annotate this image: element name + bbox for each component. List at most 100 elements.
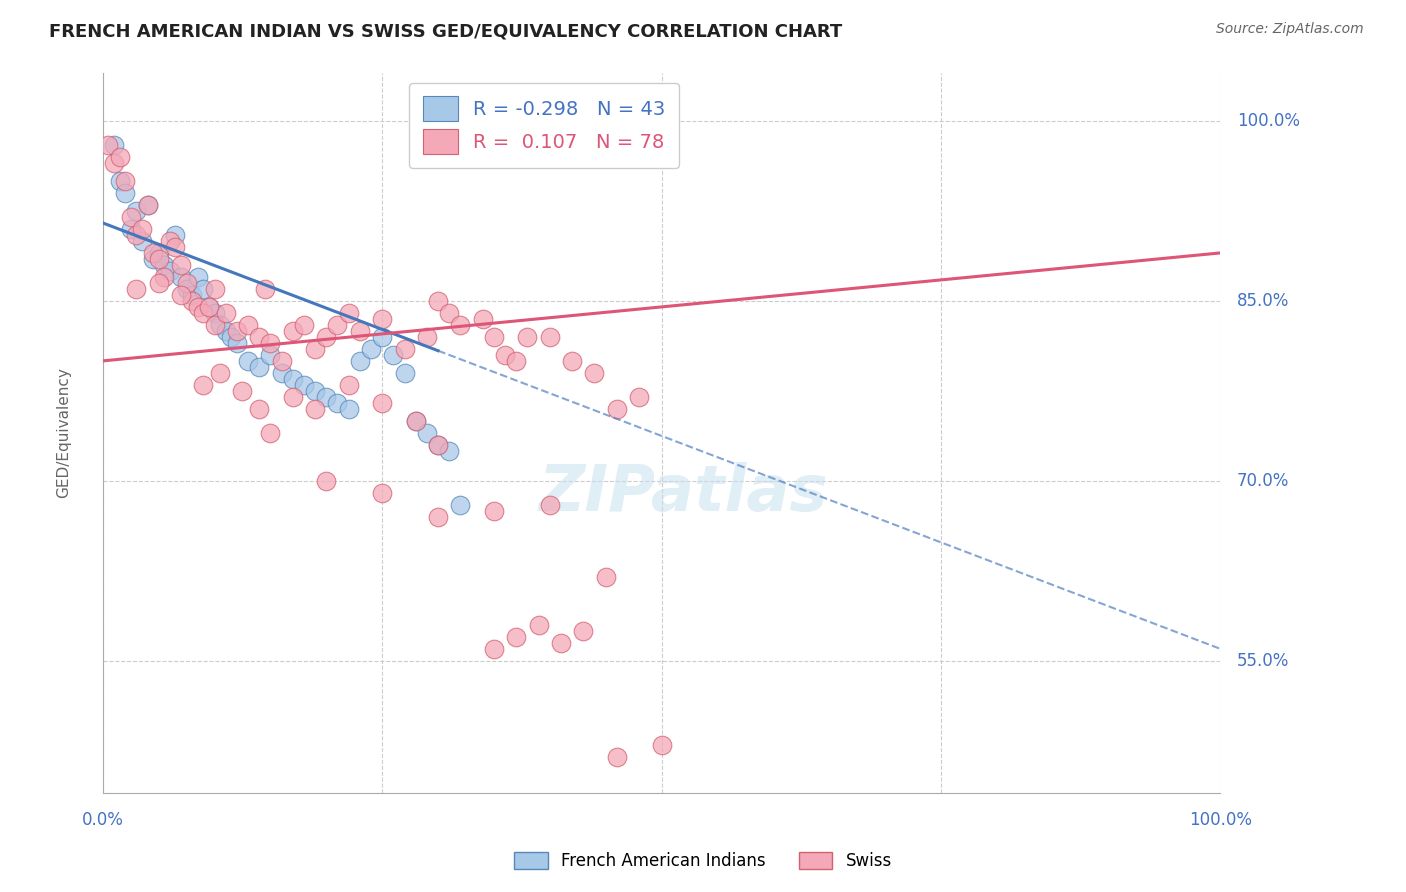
Point bbox=[198, 300, 221, 314]
Point bbox=[371, 396, 394, 410]
Point bbox=[165, 227, 187, 242]
Point bbox=[416, 330, 439, 344]
Point bbox=[198, 300, 221, 314]
Point bbox=[193, 377, 215, 392]
Point bbox=[259, 425, 281, 440]
Text: FRENCH AMERICAN INDIAN VS SWISS GED/EQUIVALENCY CORRELATION CHART: FRENCH AMERICAN INDIAN VS SWISS GED/EQUI… bbox=[49, 22, 842, 40]
Point bbox=[247, 401, 270, 416]
Point bbox=[583, 366, 606, 380]
Point bbox=[204, 318, 226, 332]
Point bbox=[505, 354, 527, 368]
Point bbox=[595, 570, 617, 584]
Point bbox=[125, 203, 148, 218]
Point bbox=[148, 246, 170, 260]
Point bbox=[371, 486, 394, 500]
Point bbox=[315, 474, 337, 488]
Point bbox=[259, 335, 281, 350]
Point bbox=[148, 276, 170, 290]
Point bbox=[193, 306, 215, 320]
Point bbox=[337, 377, 360, 392]
Point bbox=[215, 324, 238, 338]
Point bbox=[449, 498, 471, 512]
Point bbox=[360, 342, 382, 356]
Point bbox=[471, 312, 494, 326]
Point bbox=[538, 330, 561, 344]
Point bbox=[292, 318, 315, 332]
Point bbox=[108, 174, 131, 188]
Point bbox=[170, 258, 193, 272]
Point bbox=[136, 198, 159, 212]
Point bbox=[204, 306, 226, 320]
Legend: R = -0.298   N = 43, R =  0.107   N = 78: R = -0.298 N = 43, R = 0.107 N = 78 bbox=[409, 83, 679, 168]
Point bbox=[270, 366, 292, 380]
Point bbox=[405, 414, 427, 428]
Point bbox=[494, 348, 516, 362]
Point bbox=[142, 246, 165, 260]
Point bbox=[394, 342, 416, 356]
Point bbox=[125, 282, 148, 296]
Point bbox=[349, 354, 371, 368]
Point bbox=[606, 749, 628, 764]
Point bbox=[131, 234, 153, 248]
Point bbox=[247, 359, 270, 374]
Point bbox=[416, 425, 439, 440]
Point bbox=[482, 504, 505, 518]
Point bbox=[181, 288, 204, 302]
Point bbox=[181, 293, 204, 308]
Point bbox=[561, 354, 583, 368]
Point bbox=[628, 390, 651, 404]
Point bbox=[153, 269, 176, 284]
Point bbox=[304, 384, 326, 398]
Point bbox=[427, 438, 450, 452]
Point bbox=[270, 354, 292, 368]
Point bbox=[505, 630, 527, 644]
Point bbox=[159, 264, 181, 278]
Point bbox=[281, 372, 304, 386]
Point bbox=[120, 222, 142, 236]
Point bbox=[337, 306, 360, 320]
Point bbox=[153, 258, 176, 272]
Point bbox=[103, 138, 125, 153]
Point bbox=[427, 438, 450, 452]
Text: Source: ZipAtlas.com: Source: ZipAtlas.com bbox=[1216, 22, 1364, 37]
Point bbox=[215, 306, 238, 320]
Legend: French American Indians, Swiss: French American Indians, Swiss bbox=[508, 845, 898, 877]
Point bbox=[148, 252, 170, 266]
Point bbox=[103, 156, 125, 170]
Point bbox=[108, 150, 131, 164]
Point bbox=[572, 624, 595, 638]
Point bbox=[209, 318, 232, 332]
Text: ZIPatlas: ZIPatlas bbox=[538, 462, 828, 524]
Point bbox=[651, 738, 673, 752]
Point bbox=[236, 354, 259, 368]
Point bbox=[114, 174, 136, 188]
Point bbox=[439, 306, 461, 320]
Point bbox=[304, 342, 326, 356]
Point bbox=[371, 330, 394, 344]
Point bbox=[209, 366, 232, 380]
Point bbox=[449, 318, 471, 332]
Point bbox=[159, 234, 181, 248]
Point bbox=[326, 396, 349, 410]
Point bbox=[136, 198, 159, 212]
Point bbox=[606, 401, 628, 416]
Point bbox=[170, 288, 193, 302]
Point bbox=[187, 300, 209, 314]
Point bbox=[292, 377, 315, 392]
Point bbox=[427, 509, 450, 524]
Point bbox=[221, 330, 243, 344]
Point bbox=[253, 282, 276, 296]
Point bbox=[315, 390, 337, 404]
Point bbox=[281, 324, 304, 338]
Point bbox=[427, 293, 450, 308]
Point bbox=[120, 210, 142, 224]
Point bbox=[304, 401, 326, 416]
Point bbox=[550, 636, 572, 650]
Point bbox=[259, 348, 281, 362]
Point bbox=[176, 276, 198, 290]
Text: 100.0%: 100.0% bbox=[1237, 112, 1301, 130]
Point bbox=[337, 401, 360, 416]
Point bbox=[326, 318, 349, 332]
Point bbox=[125, 227, 148, 242]
Point bbox=[231, 384, 253, 398]
